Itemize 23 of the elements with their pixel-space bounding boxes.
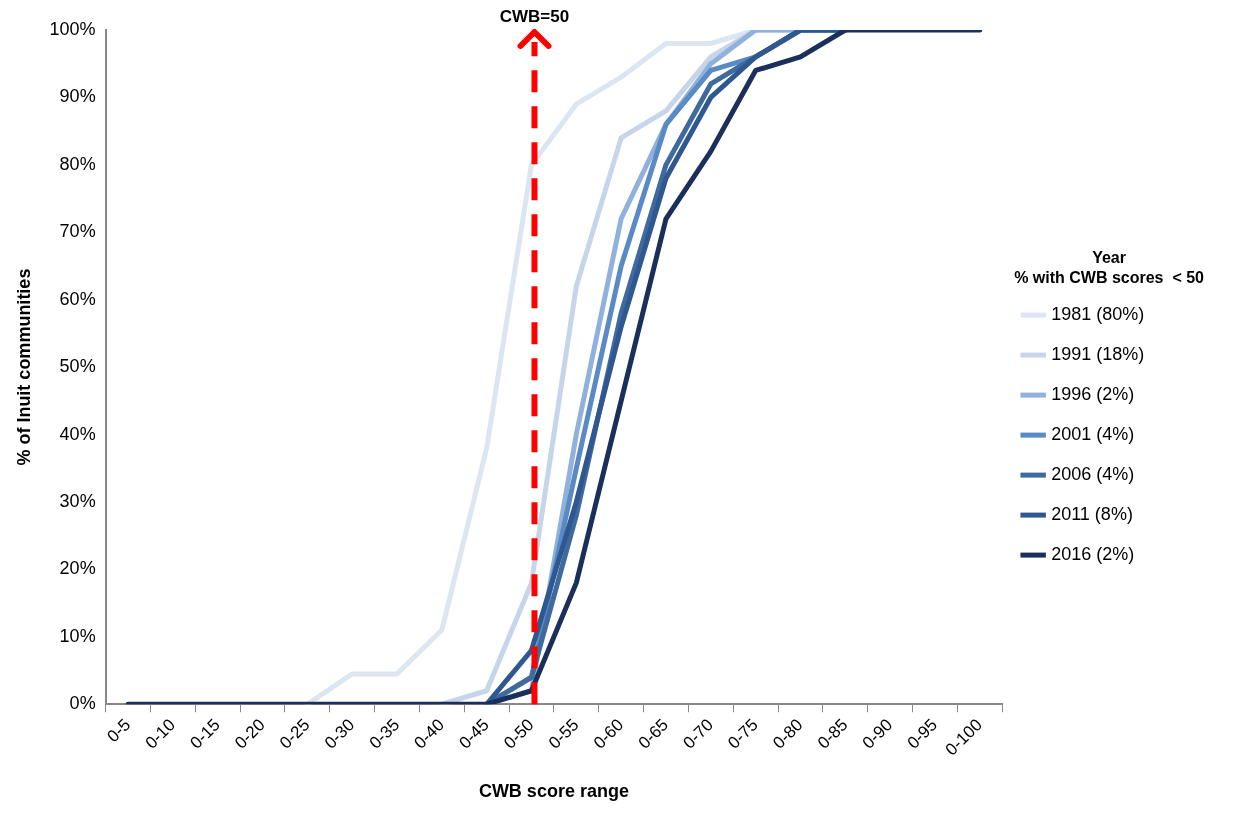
x-tick-label: 0-5 [103, 715, 135, 746]
y-tick-label: 10% [59, 625, 96, 646]
legend-title: Year % with CWB scores < 50 [1014, 249, 1205, 286]
legend-label: 1991 (18%) [1051, 344, 1145, 365]
legend-label: 2001 (4%) [1051, 424, 1135, 445]
y-tick-label: 90% [59, 86, 96, 107]
y-tick-label: 70% [59, 221, 96, 242]
y-axis-title: % of Inuit communities [13, 268, 34, 466]
y-tick-label: 40% [59, 423, 96, 444]
legend-label: 2011 (8%) [1051, 504, 1133, 525]
x-axis-title: CWB score range [478, 781, 629, 802]
legend-label: 1996 (2%) [1051, 384, 1135, 405]
y-tick-label: 30% [59, 490, 96, 511]
legend-label: 1981 (80%) [1051, 304, 1145, 325]
y-tick-label: 80% [59, 153, 96, 174]
legend-label: 2006 (4%) [1051, 464, 1135, 485]
y-tick-label: 50% [59, 356, 96, 377]
y-tick-label: 100% [49, 18, 96, 39]
y-tick-label: 60% [59, 288, 96, 309]
y-tick-label: 0% [69, 693, 96, 714]
legend-label: 2016 (2%) [1051, 544, 1135, 565]
y-tick-label: 20% [59, 558, 96, 579]
ref-line-label: CWB=50 [499, 7, 570, 27]
